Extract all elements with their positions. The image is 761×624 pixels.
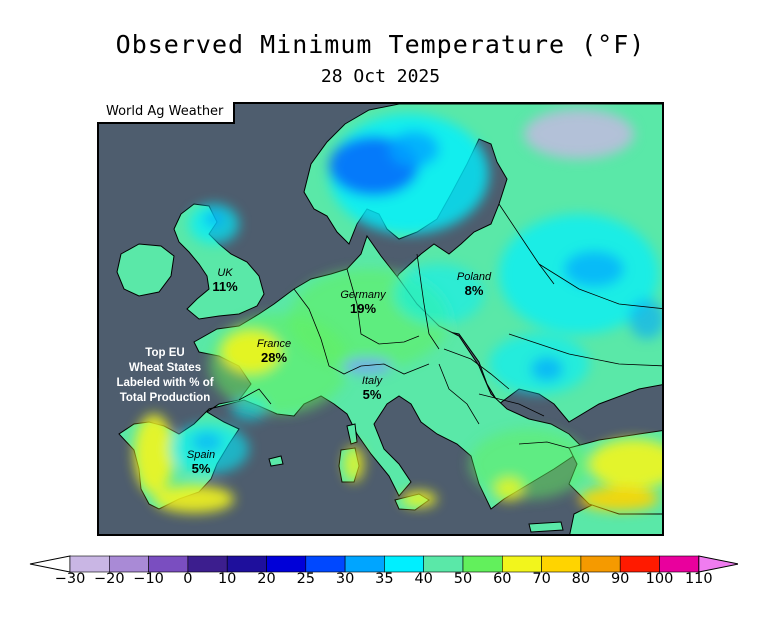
colorbar-tick-label: 100 bbox=[645, 571, 674, 587]
region-pct: 28% bbox=[260, 350, 288, 365]
region-name: Spain bbox=[186, 449, 216, 461]
colorbar-swatch bbox=[541, 555, 582, 573]
region-pct: 11% bbox=[212, 279, 238, 294]
colorbar-tick-label: −30 bbox=[54, 571, 86, 587]
temperature-map bbox=[97, 102, 664, 536]
colorbar-swatch bbox=[305, 555, 346, 573]
colorbar-tick-label: 25 bbox=[296, 571, 316, 587]
region-pct: 5% bbox=[362, 387, 382, 402]
colorbar-swatch bbox=[619, 555, 660, 573]
map-title: Observed Minimum Temperature (°F) bbox=[115, 30, 646, 59]
colorbar-tick-label: −10 bbox=[133, 571, 164, 587]
region-label-uk: UK 11% bbox=[208, 267, 242, 294]
region-pct: 5% bbox=[191, 461, 211, 476]
colorbar-tick-label: 0 bbox=[183, 571, 193, 587]
colorbar-swatch bbox=[109, 555, 149, 573]
region-name: Italy bbox=[361, 375, 383, 387]
region-label-poland: Poland 8% bbox=[451, 271, 497, 298]
colorbar-swatch bbox=[226, 555, 267, 573]
region-pct: 19% bbox=[349, 301, 377, 316]
map-canvas bbox=[99, 104, 662, 534]
country-borders bbox=[238, 203, 662, 449]
colorbar-tick-label: 90 bbox=[610, 571, 630, 587]
region-pct: 8% bbox=[464, 283, 484, 298]
map-date: 28 Oct 2025 bbox=[320, 66, 441, 87]
region-label-spain: Spain 5% bbox=[184, 449, 218, 476]
region-label-germany: Germany 19% bbox=[336, 289, 390, 316]
colorbar-swatch bbox=[148, 555, 189, 573]
note-line: Wheat States bbox=[128, 362, 202, 374]
colorbar-swatch bbox=[580, 555, 621, 573]
colorbar-under-triangle bbox=[29, 555, 71, 573]
region-name: Germany bbox=[340, 289, 386, 301]
colorbar-tick-label: 80 bbox=[571, 571, 591, 587]
region-label-italy: Italy 5% bbox=[355, 375, 389, 402]
colorbar-tick-label: 35 bbox=[375, 571, 394, 587]
colorbar-swatch bbox=[266, 555, 307, 573]
note-line: Labeled with % of bbox=[116, 377, 214, 389]
colorbar-over-triangle bbox=[698, 555, 738, 573]
colorbar-tick-label: −20 bbox=[93, 571, 125, 587]
credit-label: World Ag Weather bbox=[97, 102, 236, 124]
colorbar-tick-label: 40 bbox=[414, 571, 433, 587]
colorbar-tick-label: 60 bbox=[493, 571, 512, 587]
note-line: Total Production bbox=[119, 392, 211, 404]
colorbar-swatch bbox=[69, 555, 110, 573]
region-name: France bbox=[256, 338, 292, 350]
colorbar-tick-label: 30 bbox=[335, 571, 355, 587]
region-label-france: France 28% bbox=[250, 338, 298, 365]
colorbar-swatch bbox=[187, 555, 228, 573]
wheat-states-note: Top EU Wheat States Labeled with % of To… bbox=[104, 346, 226, 406]
colorbar-swatch bbox=[384, 555, 424, 573]
temperature-shading bbox=[134, 109, 662, 513]
colorbar-swatch bbox=[659, 555, 700, 573]
colorbar-swatch bbox=[462, 555, 503, 573]
colorbar-tick-label: 50 bbox=[453, 571, 473, 587]
colorbar-tick-label: 20 bbox=[257, 571, 276, 587]
colorbar-tick-label: 10 bbox=[217, 571, 237, 587]
colorbar-tick-label: 110 bbox=[684, 571, 713, 587]
color-scale-bar bbox=[29, 555, 738, 573]
region-name: UK bbox=[217, 267, 233, 279]
colorbar-tick-label: 70 bbox=[532, 571, 551, 587]
note-line: Top EU bbox=[145, 347, 185, 359]
region-name: Poland bbox=[456, 271, 492, 283]
colorbar-swatch bbox=[344, 555, 385, 573]
colorbar-swatch bbox=[501, 555, 542, 573]
colorbar-swatch bbox=[423, 555, 464, 573]
